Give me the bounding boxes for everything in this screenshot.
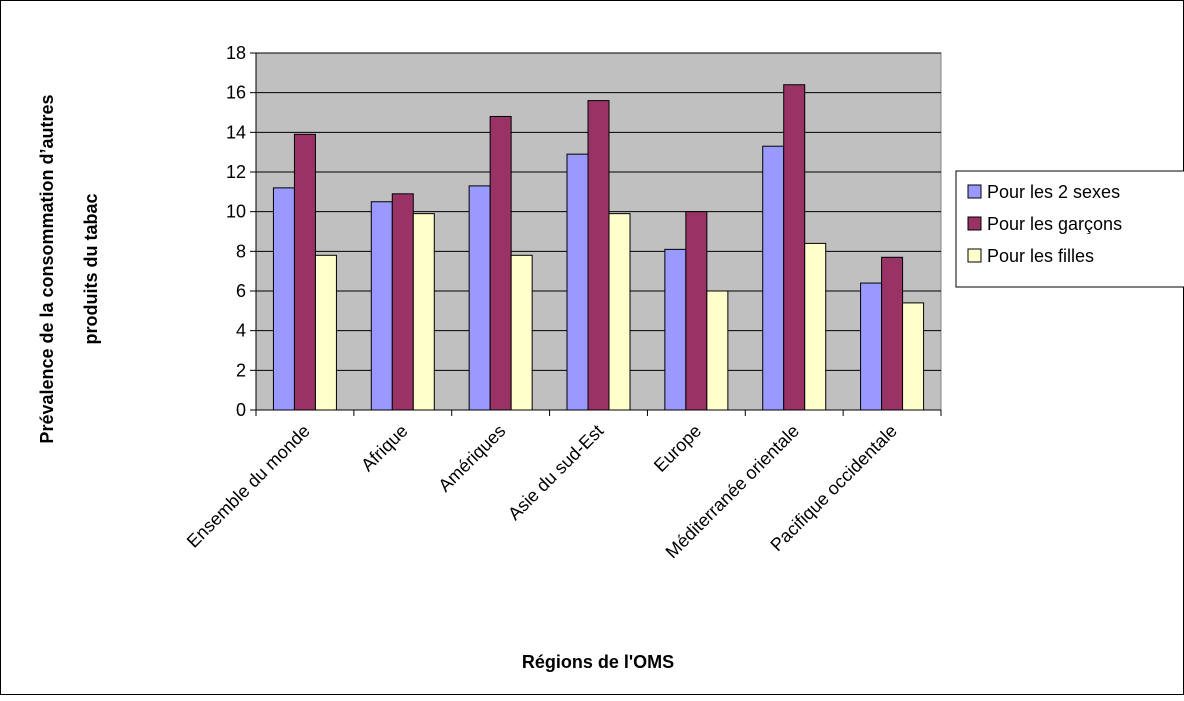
legend-label: Pour les 2 sexes: [987, 182, 1120, 202]
bar: [762, 145, 785, 411]
x-axis-label: Régions de l'OMS: [522, 652, 674, 672]
bar: [608, 213, 631, 411]
bar: [587, 100, 610, 411]
y-tick-label: 2: [236, 360, 246, 380]
bar: [685, 211, 708, 411]
y-tick-label: 4: [236, 321, 246, 341]
legend: Pour les 2 sexes Pour les garçons Pour les…: [955, 170, 1184, 288]
bar: [314, 254, 337, 411]
x-tick-label: Amériques: [434, 421, 509, 496]
x-tick-label: Europe: [650, 421, 705, 476]
y-tick-label: 10: [226, 202, 246, 222]
legend-box: [955, 170, 1184, 288]
y-axis-label-line1: Prévalence de la consommation d’autres: [37, 94, 57, 443]
y-tick-label: 16: [226, 83, 246, 103]
legend-swatch: [967, 184, 982, 199]
y-tick-label: 0: [236, 400, 246, 420]
bar: [293, 133, 316, 411]
bar: [272, 187, 295, 411]
y-tick-label: 14: [226, 122, 246, 142]
y-tick-label: 12: [226, 162, 246, 182]
bar: [783, 84, 806, 411]
bar: [391, 193, 414, 411]
bar: [902, 302, 925, 411]
bar: [664, 248, 687, 411]
bars: [272, 84, 925, 411]
bar: [860, 282, 883, 411]
x-tick-label: Afrique: [357, 421, 411, 475]
bar: [881, 256, 904, 411]
x-tick-label: Asie du sud-Est: [504, 421, 607, 524]
bar: [566, 153, 589, 411]
x-tick-label: Ensemble du monde: [183, 421, 314, 552]
legend-label: Pour les garçons: [987, 214, 1122, 234]
legend-swatch: [967, 216, 982, 231]
y-tick-label: 6: [236, 281, 246, 301]
bar: [370, 201, 393, 411]
bar: [804, 242, 827, 411]
y-tick-label: 18: [226, 43, 246, 63]
bar: [510, 254, 533, 411]
bar: [706, 290, 729, 411]
legend-swatch: [967, 248, 982, 263]
bar: [468, 185, 491, 411]
axis-labels: Prévalence de la consommation d’autres p…: [37, 94, 674, 672]
bar: [412, 213, 435, 411]
bar: [489, 115, 512, 411]
y-axis-label-line2: produits du tabac: [81, 193, 101, 344]
y-tick-label: 8: [236, 241, 246, 261]
legend-label: Pour les filles: [987, 246, 1094, 266]
